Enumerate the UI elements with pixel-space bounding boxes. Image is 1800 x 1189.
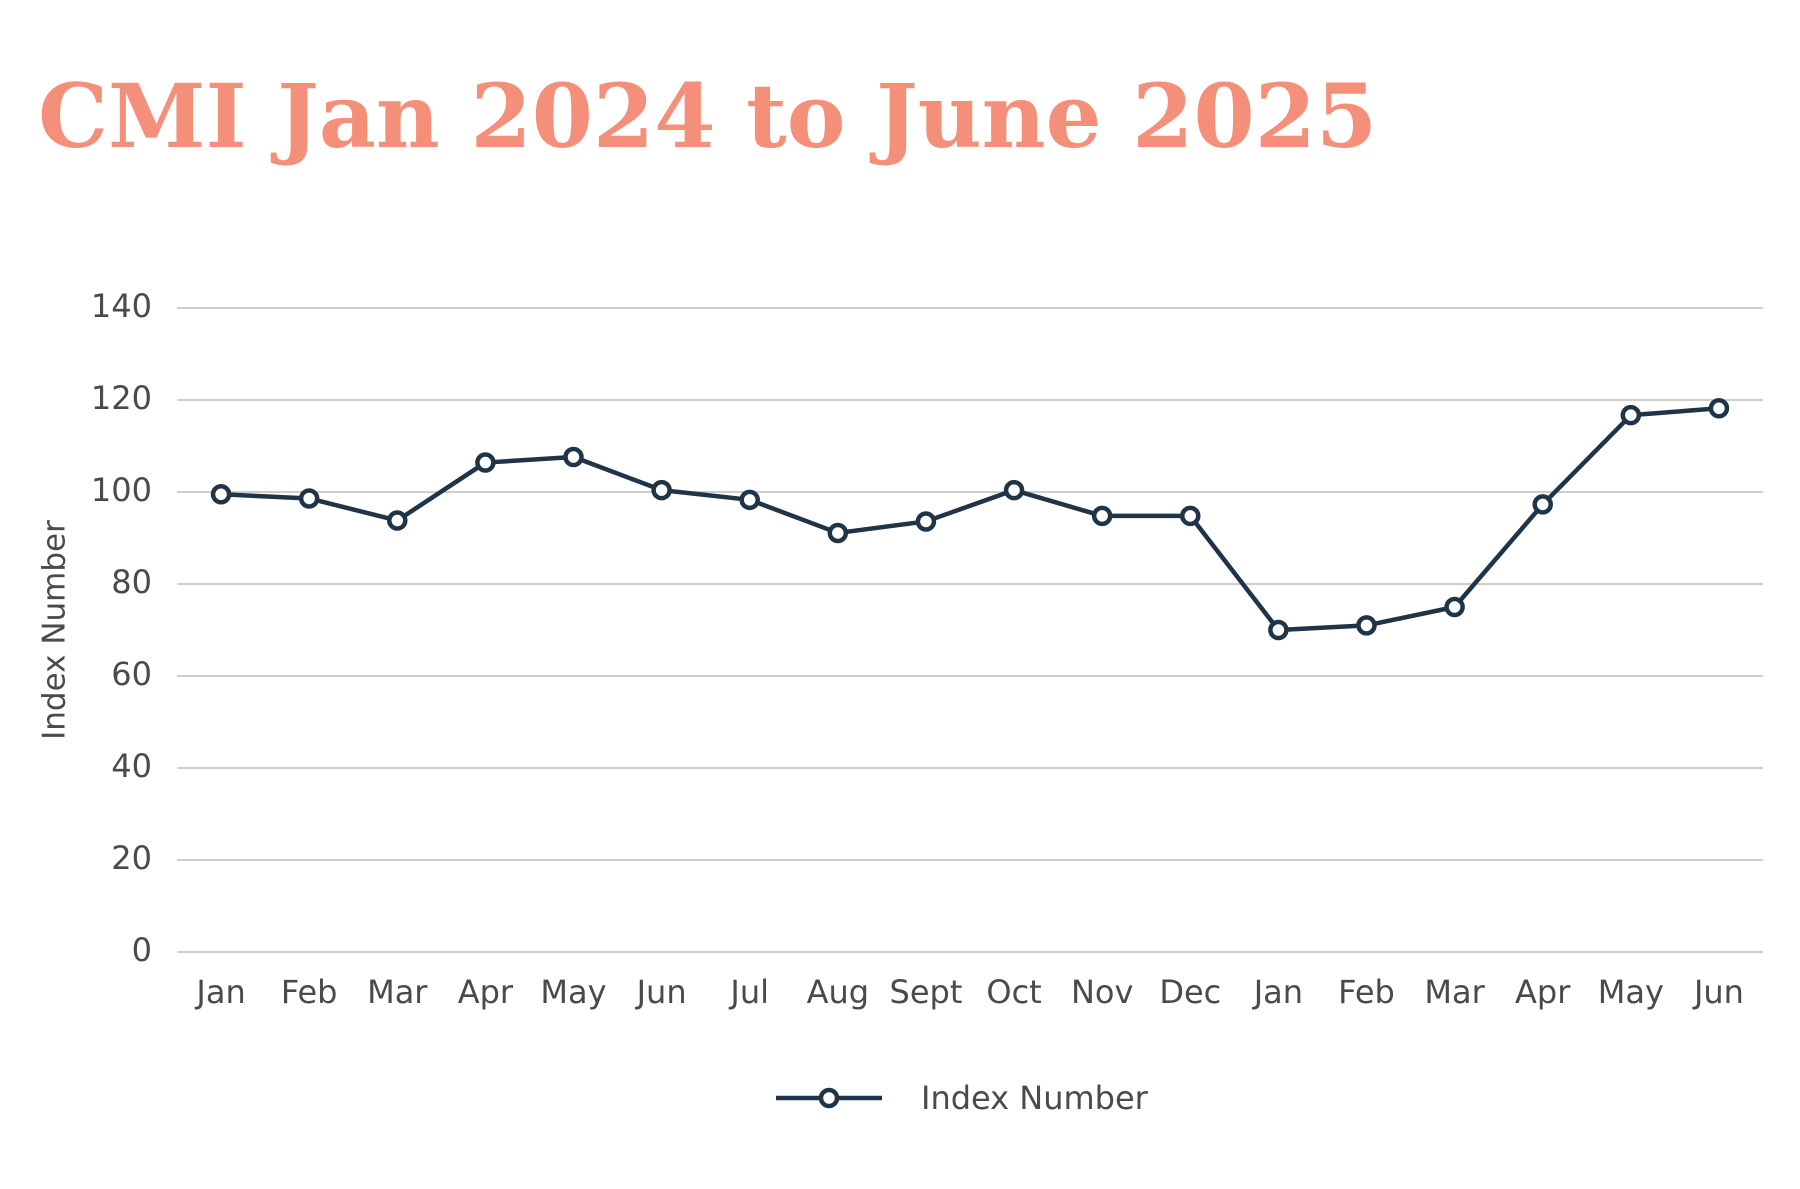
x-tick-label: Jun (635, 973, 687, 1011)
y-tick-label: 100 (91, 471, 152, 509)
x-tick-label: Mar (1424, 973, 1485, 1011)
data-point (1356, 615, 1377, 636)
y-tick-label: 120 (91, 379, 152, 417)
x-tick-label: Jan (1252, 973, 1303, 1011)
y-tick-label: 140 (91, 287, 152, 325)
data-point (387, 510, 408, 531)
data-point (1003, 479, 1025, 501)
x-tick-label: Dec (1159, 973, 1221, 1011)
x-tick-label: Jan (194, 973, 245, 1011)
x-tick-label: Oct (986, 973, 1041, 1011)
data-point (298, 488, 320, 509)
x-tick-label: Feb (281, 973, 338, 1011)
data-point (1180, 505, 1201, 527)
x-tick-label: Nov (1071, 973, 1133, 1011)
data-point (1620, 404, 1642, 426)
x-tick-label: Mar (367, 973, 428, 1011)
x-tick-label: Apr (1515, 973, 1571, 1011)
data-point (563, 446, 584, 468)
data-point (1444, 596, 1465, 618)
data-point (1532, 494, 1553, 515)
data-point (1708, 398, 1730, 419)
data-point (827, 522, 849, 544)
data-point (1268, 619, 1289, 641)
y-tick-label: 80 (111, 563, 152, 601)
y-tick-label: 20 (111, 839, 152, 877)
chart-title: CMI Jan 2024 to June 2025 (38, 64, 1377, 168)
y-axis-label: Index Number (37, 520, 73, 740)
data-point (210, 484, 232, 505)
data-line (220, 406, 1720, 633)
x-tick-label: May (540, 973, 606, 1011)
x-tick-label: Jun (1692, 973, 1744, 1011)
x-tick-label: Aug (807, 973, 869, 1011)
legend-marker (818, 1087, 840, 1109)
data-point (915, 511, 937, 532)
data-point (739, 489, 760, 511)
x-tick-label: May (1598, 973, 1664, 1011)
legend-label: Index Number (921, 1079, 1149, 1117)
data-point (651, 479, 672, 501)
x-tick-label: Apr (458, 973, 514, 1011)
data-point (475, 452, 496, 473)
y-tick-label: 60 (111, 655, 152, 693)
x-tick-label: Sept (890, 973, 963, 1011)
x-tick-label: Jul (728, 973, 769, 1011)
y-tick-label: 0 (132, 931, 152, 969)
x-tick-label: Feb (1338, 973, 1395, 1011)
y-tick-label: 40 (111, 747, 152, 785)
data-point (1091, 505, 1113, 527)
